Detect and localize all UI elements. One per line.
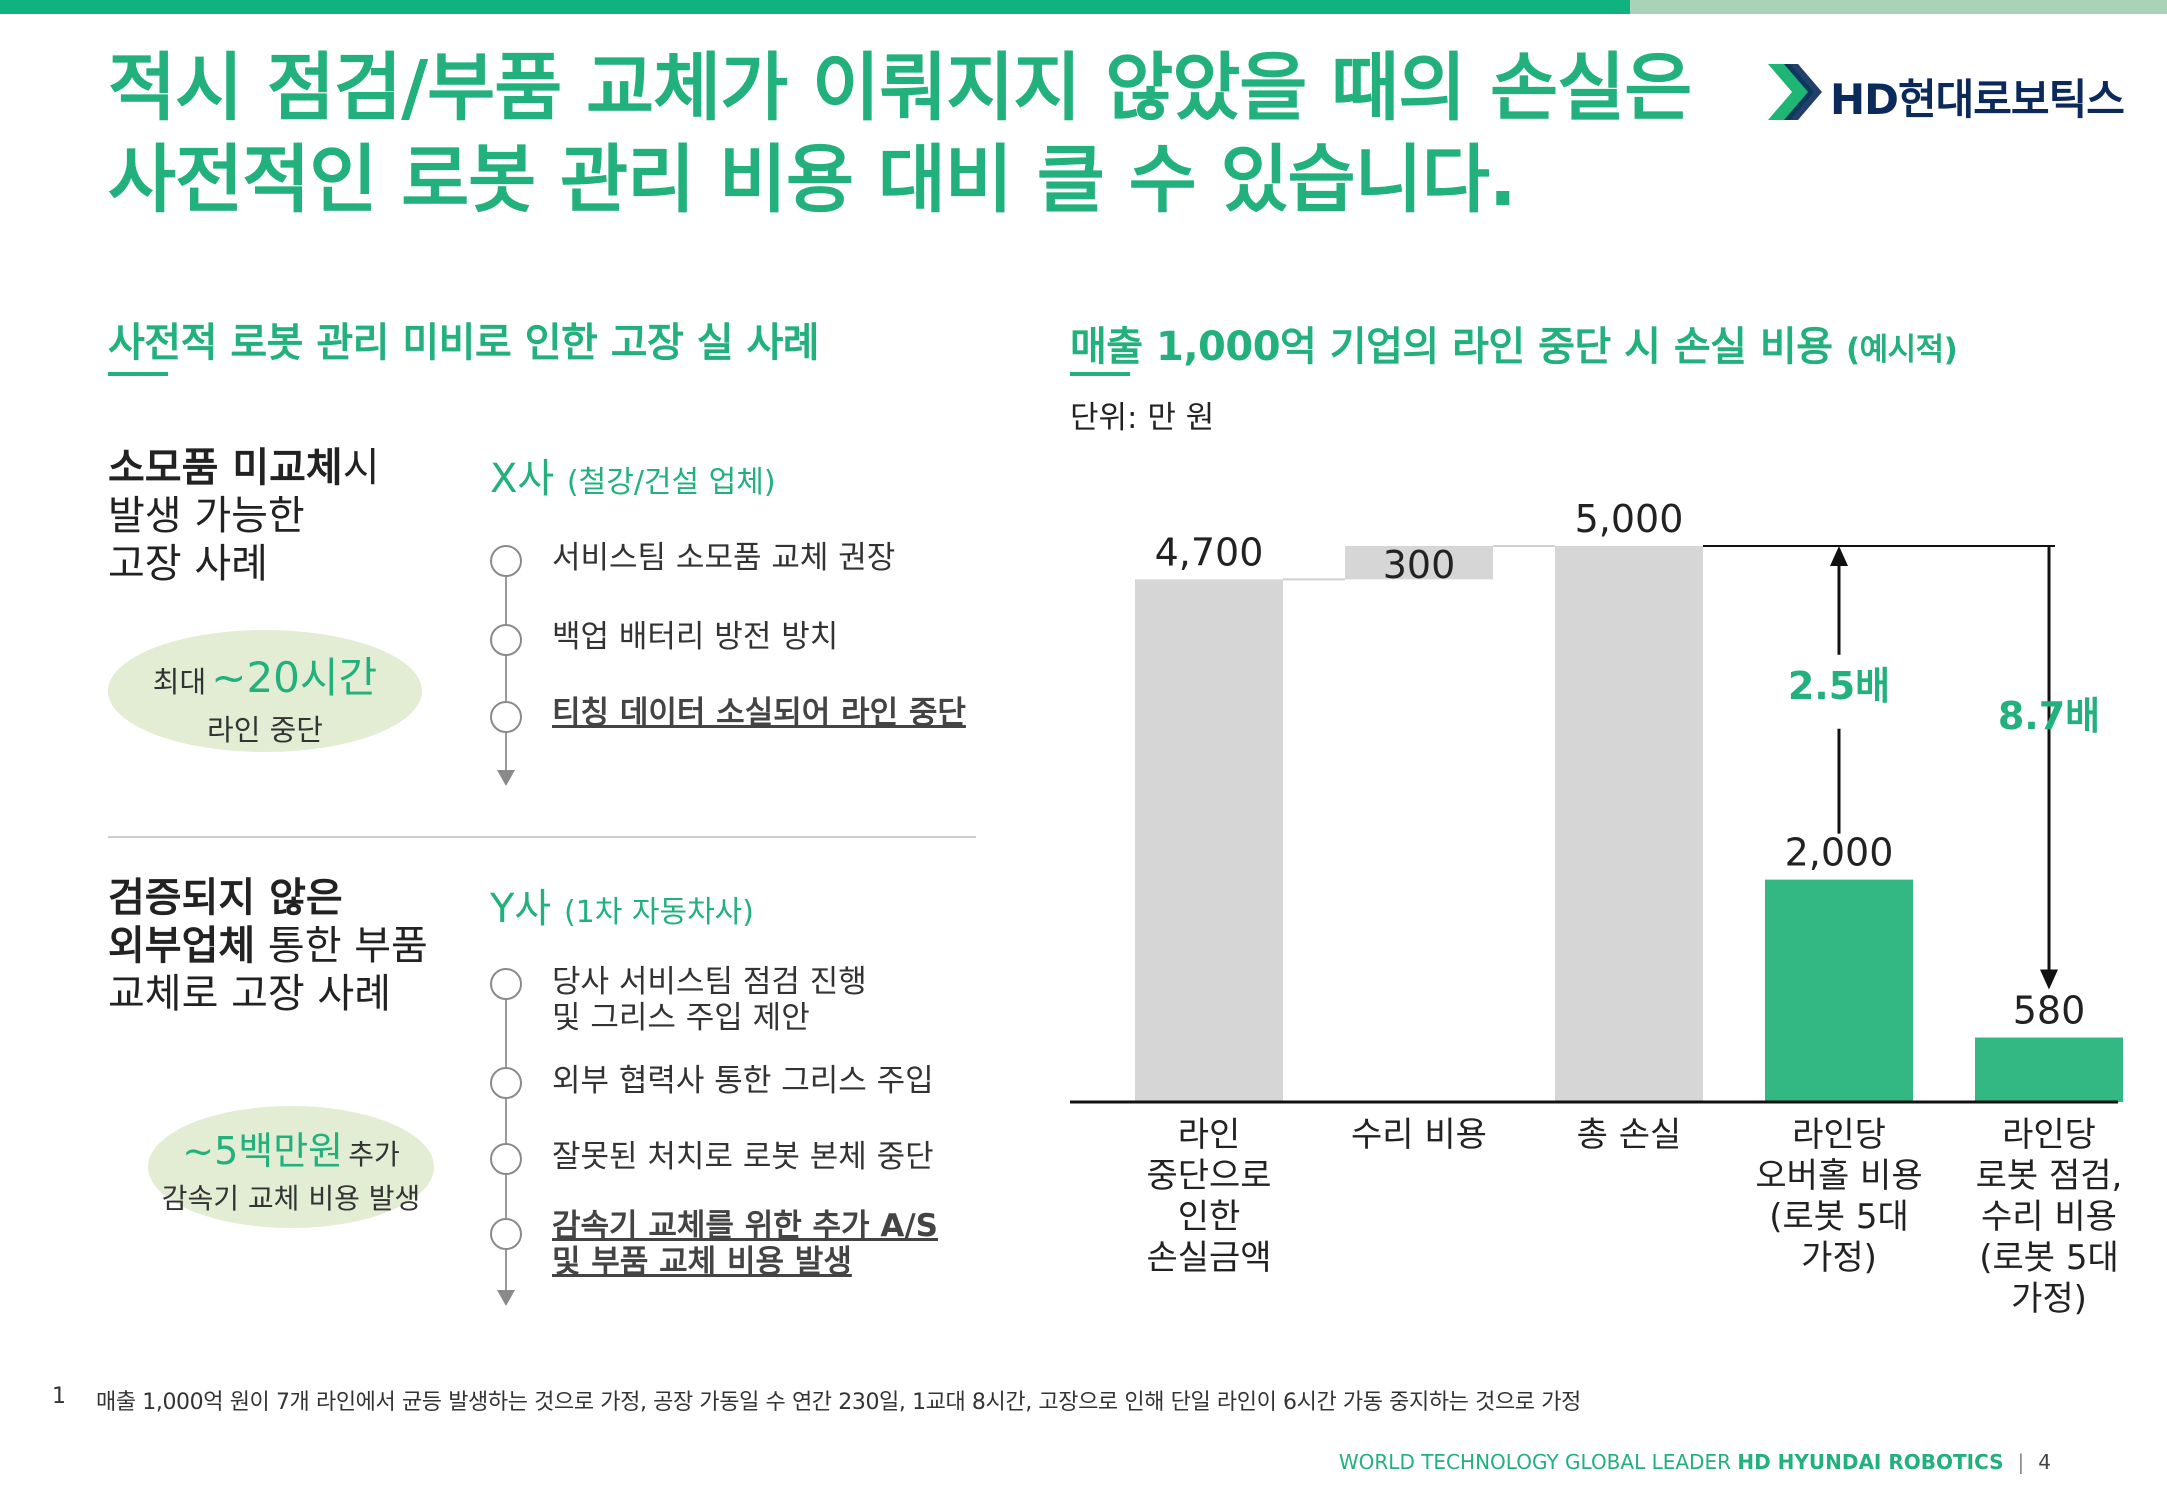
case1-timeline-line: [505, 560, 507, 770]
case1-step2-text: 백업 배터리 방전 방치: [552, 619, 839, 655]
footer-brand: HD HYUNDAI ROBOTICS: [1737, 1450, 2004, 1474]
top-accent-bar-light: [1630, 0, 2167, 14]
case1-badge-prefix: 최대: [152, 665, 207, 699]
case2-step1-text: 당사 서비스팀 점검 진행: [552, 964, 867, 1000]
chart-annotation-arrow-icon-0: [1830, 546, 1848, 566]
left-section-underline: [108, 372, 168, 376]
chart-bar-2: [1555, 546, 1703, 1102]
chart-category-label-0-0: 라인: [1178, 1115, 1241, 1155]
case2-title: 검증되지 않은 외부업체 통한 부품 교체로 고장 사례: [108, 874, 428, 1018]
chart-category-label-3-3: 가정): [1801, 1238, 1877, 1278]
case1-title-rest: 시: [342, 445, 380, 491]
case2-badge-line2: 감속기 교체 비용 발생: [161, 1182, 421, 1215]
case2-company: Y사 (1차 자동차사): [490, 876, 754, 934]
right-title-main: 매출 1,000억 기업의 라인 중단 시 손실 비용: [1070, 324, 1833, 370]
top-accent-bar: [0, 0, 1630, 14]
case1-step3-text: 티칭 데이터 소실되어 라인 중단: [552, 695, 966, 731]
page-headline: 적시 점검/부품 교체가 이뤄지지 않았을 때의 손실은 사전적인 로봇 관리 …: [108, 42, 1708, 226]
chart-unit-label: 단위: 만 원: [1070, 400, 1215, 436]
chart-category-label-4-3: (로봇 5대: [1979, 1238, 2119, 1278]
case2-step1-marker: [490, 968, 522, 1000]
case2-timeline-arrow-icon: [497, 1290, 515, 1306]
chart-value-label-3: 2,000: [1785, 831, 1894, 875]
case2-step2-marker: [490, 1067, 522, 1099]
chart-category-label-1-0: 수리 비용: [1351, 1115, 1487, 1155]
chart-value-label-1: 300: [1383, 543, 1456, 587]
case1-title-line3: 고장 사례: [108, 541, 268, 587]
chart-category-label-3-1: 오버홀 비용: [1755, 1156, 1922, 1196]
left-section-title: 사전적 로봇 관리 미비로 인한 고장 실 사례: [108, 320, 820, 366]
footnote-text: 매출 1,000억 원이 7개 라인에서 균등 발생하는 것으로 가정, 공장 …: [96, 1390, 1581, 1415]
chart-value-label-0: 4,700: [1155, 530, 1264, 574]
logo-wordmark: HD현대로보틱스: [1830, 75, 2125, 124]
headline-line-1: 적시 점검/부품 교체가 이뤄지지 않았을 때의 손실은: [108, 45, 1692, 131]
page-footer: WORLD TECHNOLOGY GLOBAL LEADER HD HYUNDA…: [1339, 1450, 2051, 1474]
case2-step3-marker: [490, 1143, 522, 1175]
right-section-title: 매출 1,000억 기업의 라인 중단 시 손실 비용 (예시적): [1070, 314, 1958, 372]
case2-step4-text-line2: 및 부품 교체 비용 발생: [552, 1244, 852, 1280]
case1-timeline-arrow-icon: [497, 770, 515, 786]
case1-badge-line2: 라인 중단: [207, 713, 323, 747]
right-title-note: (예시적): [1845, 332, 1958, 368]
case1-title: 소모품 미교체시 발생 가능한 고장 사례: [108, 444, 380, 588]
case2-title-rest2: 통한 부품: [255, 923, 428, 969]
chart-category-label-4-1: 로봇 점검,: [1976, 1156, 2123, 1196]
case1-title-bold: 소모품 미교체: [108, 445, 343, 491]
case-divider: [108, 836, 976, 838]
case2-title-bold1: 검증되지 않은: [108, 875, 343, 921]
chart-value-label-2: 5,000: [1575, 497, 1684, 541]
chart-category-label-0-1: 중단으로: [1146, 1156, 1271, 1196]
chart-category-label-3-2: (로봇 5대: [1769, 1197, 1909, 1237]
case1-company: X사 (철강/건설 업체): [490, 446, 776, 504]
case2-timeline-line: [505, 990, 507, 1290]
chart-bar-3: [1765, 879, 1913, 1102]
chart-category-label-2-0: 총 손실: [1577, 1115, 1682, 1155]
case1-company-name: X사: [490, 456, 555, 502]
footer-tagline: WORLD TECHNOLOGY GLOBAL LEADER: [1338, 1450, 1738, 1474]
chart-annotation-arrow-icon-1: [2040, 969, 2058, 990]
case2-step2-text: 외부 협력사 통한 그리스 주입: [552, 1063, 934, 1099]
chart-bar-4: [1975, 1037, 2123, 1102]
case2-company-note: (1차 자동차사): [563, 895, 754, 930]
chart-category-label-4-0: 라인당: [2002, 1115, 2096, 1155]
case2-title-line3: 교체로 고장 사례: [108, 971, 392, 1017]
chart-category-label-0-3: 손실금액: [1146, 1238, 1271, 1278]
case1-title-line2: 발생 가능한: [108, 493, 305, 539]
case2-step4-marker: [490, 1218, 522, 1250]
chart-annotation-label-1: 8.7배: [1998, 694, 2100, 738]
case1-badge-value: ~20시간: [211, 653, 378, 702]
case1-step1-text: 서비스팀 소모품 교체 권장: [552, 540, 896, 576]
loss-cost-chart-svg: 4,700 300 5,000 2,000 580 2.5배 8.7배라인중단으로인한손실금…: [1070, 497, 2123, 1319]
case1-impact-badge: 최대 ~20시간 라인 중단: [108, 630, 422, 752]
case1-company-note: (철강/건설 업체): [566, 465, 776, 500]
page-number: 4: [2038, 1450, 2051, 1474]
case2-badge-suffix: 추가: [348, 1138, 400, 1171]
footer-separator: |: [2017, 1450, 2025, 1474]
chart-value-label-4: 580: [2013, 989, 2086, 1033]
case2-step3-text: 잘못된 처치로 로봇 본체 중단: [552, 1139, 934, 1175]
chart-category-label-4-4: 가정): [2011, 1279, 2087, 1319]
case1-step2-marker: [490, 624, 522, 656]
case2-title-bold2: 외부업체: [108, 923, 256, 969]
chart-category-label-4-2: 수리 비용: [1981, 1197, 2117, 1237]
case1-step1-marker: [490, 545, 522, 577]
case2-step4-text: 감속기 교체를 위한 추가 A/S: [552, 1208, 939, 1244]
chart-bar-0: [1135, 579, 1283, 1102]
chart-annotation-label-0: 2.5배: [1788, 664, 1890, 708]
case2-badge-value: ~5백만원: [182, 1129, 344, 1173]
case2-impact-badge: ~5백만원 추가 감속기 교체 비용 발생: [148, 1106, 434, 1228]
hd-chevron-logo-icon: [1768, 64, 1822, 120]
case2-step1-text-line2: 및 그리스 주입 제안: [552, 1000, 810, 1036]
right-section-underline: [1070, 372, 1130, 376]
headline-line-2: 사전적인 로봇 관리 비용 대비 클 수 있습니다.: [108, 137, 1517, 223]
chart-bar-1: [1345, 546, 1493, 580]
footnote-number: 1: [52, 1384, 66, 1409]
chart-category-label-3-0: 라인당: [1792, 1115, 1886, 1155]
case2-company-name: Y사: [490, 886, 552, 932]
case1-step3-marker: [490, 701, 522, 733]
chart-category-label-0-2: 인한: [1178, 1197, 1241, 1237]
company-logo: HD현대로보틱스: [1768, 60, 2128, 124]
